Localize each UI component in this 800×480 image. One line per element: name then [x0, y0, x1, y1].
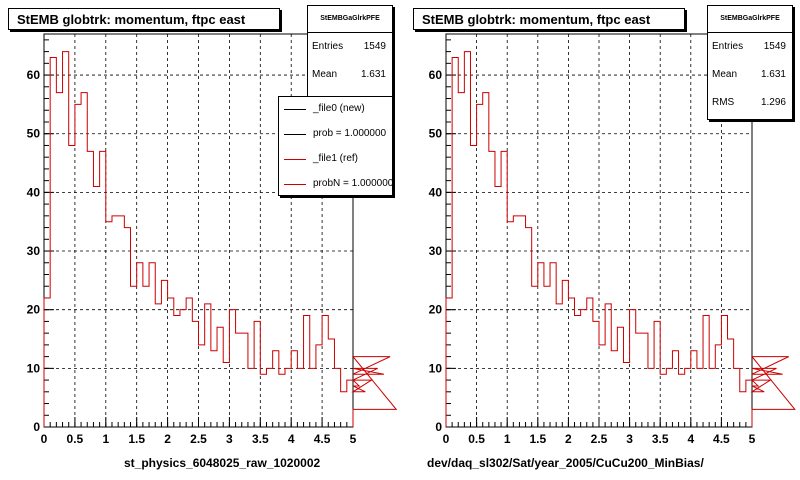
y-tick-label: 40 [27, 185, 41, 199]
legend-line-swatch [284, 184, 306, 185]
right-x-axis-label: dev/daq_sl302/Sat/year_2005/CuCu200_MinB… [427, 456, 704, 470]
x-tick-label: 1 [102, 432, 109, 446]
left-legend: _file0 (new) prob = 1.000000 _file1 (ref… [278, 96, 393, 196]
x-tick-label: 0 [443, 432, 450, 446]
right-title-box: StEMB globtrk: momentum, ftpc east [413, 8, 685, 30]
right-title: StEMB globtrk: momentum, ftpc east [422, 12, 651, 27]
x-tick-label: 2.5 [591, 432, 608, 446]
legend-label: _file0 (new) [313, 103, 365, 114]
legend-entry: _file1 (ref) [279, 147, 392, 172]
x-tick-label: 4.5 [713, 432, 730, 446]
y-tick-label: 50 [27, 127, 41, 141]
x-tick-label: 0 [41, 432, 48, 446]
x-tick-label: 3 [626, 432, 633, 446]
right-stats-name: StEMBGaGlrkPFE [708, 6, 792, 33]
x-tick-label: 3.5 [652, 432, 669, 446]
x-tick-label: 4.5 [314, 432, 331, 446]
x-tick-label: 1.5 [128, 432, 145, 446]
right-stats-key: Entries [712, 41, 744, 52]
y-tick-label: 10 [27, 361, 41, 375]
right-stats-box: StEMBGaGlrkPFE Entries 1549 Mean 1.631 R… [707, 5, 793, 120]
x-tick-label: 5 [350, 432, 357, 446]
right-stats-value: 1.296 [760, 97, 786, 108]
left-stats-row: Entries 1549 [308, 33, 392, 61]
left-stats-value: 1.631 [360, 69, 386, 80]
y-tick-label: 60 [27, 68, 41, 82]
y-tick-label: 0 [435, 420, 442, 434]
right-stats-key: Mean [712, 69, 738, 80]
legend-entry: prob = 1.000000 [279, 122, 392, 147]
plot-frame [445, 33, 753, 428]
left-stats-key: Entries [312, 41, 344, 52]
left-title: StEMB globtrk: momentum, ftpc east [17, 12, 246, 27]
right-stats-value: 1.631 [760, 69, 786, 80]
y-tick-label: 30 [429, 244, 443, 258]
right-stats-row: Entries 1549 [708, 33, 792, 61]
x-tick-label: 4 [687, 432, 694, 446]
legend-label: prob = 1.000000 [313, 128, 387, 139]
legend-entry: _file0 (new) [279, 97, 392, 122]
x-tick-label: 2 [565, 432, 572, 446]
y-tick-label: 20 [27, 303, 41, 317]
y-tick-label: 60 [429, 68, 443, 82]
legend-label: _file1 (ref) [313, 153, 359, 164]
x-tick-label: 0.5 [67, 432, 84, 446]
y-tick-label: 50 [429, 127, 443, 141]
left-title-box: StEMB globtrk: momentum, ftpc east [8, 8, 280, 30]
x-tick-label: 5 [749, 432, 756, 446]
left-stats-row: Mean 1.631 [308, 61, 392, 89]
y-tick-label: 10 [429, 361, 443, 375]
x-tick-label: 2 [164, 432, 171, 446]
legend-line-swatch [284, 134, 306, 135]
right-stats-row: Mean 1.631 [708, 61, 792, 89]
histogram-line [445, 51, 796, 427]
right-stats-value: 1549 [763, 41, 786, 52]
x-tick-label: 1.5 [529, 432, 546, 446]
left-x-axis-label: st_physics_6048025_raw_1020002 [124, 456, 321, 470]
y-tick-label: 0 [33, 420, 40, 434]
legend-line-swatch [284, 109, 306, 110]
histogram-line [43, 51, 398, 427]
left-stats-key: Mean [312, 69, 338, 80]
left-stats-name: StEMBGaGlrkPFE [308, 6, 392, 33]
x-tick-label: 3.5 [252, 432, 269, 446]
x-tick-label: 1 [504, 432, 511, 446]
x-tick-label: 3 [226, 432, 233, 446]
legend-entry: probN = 1.000000 [279, 172, 393, 195]
x-tick-label: 0.5 [468, 432, 485, 446]
legend-line-swatch [284, 159, 306, 160]
y-tick-label: 20 [429, 303, 443, 317]
left-stats-box: StEMBGaGlrkPFE Entries 1549 Mean 1.631 [307, 5, 393, 97]
right-stats-key: RMS [712, 97, 735, 108]
y-tick-label: 40 [429, 185, 443, 199]
x-tick-label: 2.5 [190, 432, 207, 446]
right-stats-row: RMS 1.296 [708, 89, 792, 117]
left-stats-value: 1549 [363, 41, 386, 52]
x-tick-label: 4 [288, 432, 295, 446]
y-tick-label: 30 [27, 244, 41, 258]
legend-label: probN = 1.000000 [313, 178, 393, 189]
